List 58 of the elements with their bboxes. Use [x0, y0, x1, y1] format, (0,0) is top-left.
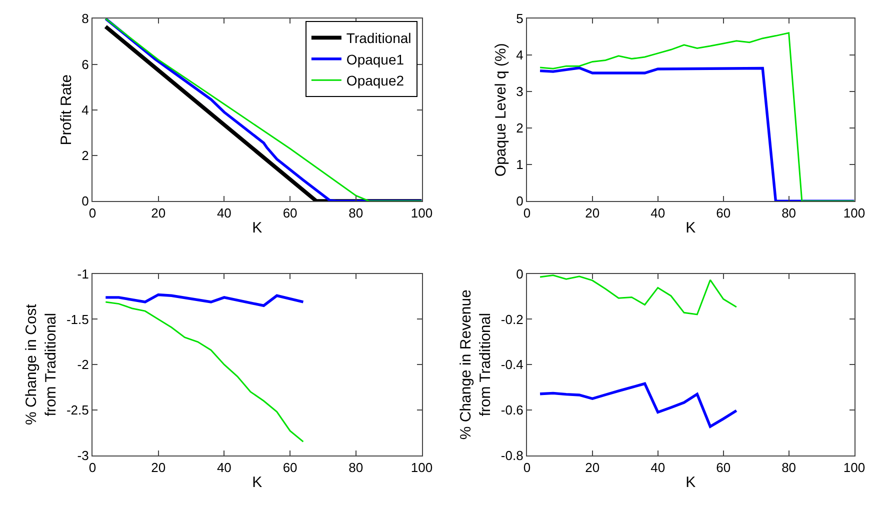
line-series — [104, 293, 305, 307]
x-tick-label: 40 — [216, 460, 232, 475]
x-tick-label: 40 — [216, 206, 232, 221]
line-series — [104, 301, 304, 442]
y-tick-label: -1.5 — [66, 312, 89, 327]
y-axis-title: Profit Rate — [58, 74, 75, 146]
y-axis-title: Opaque Level q (%) — [492, 43, 510, 177]
y-tick-label: 6 — [82, 56, 89, 72]
x-axis-title: K — [686, 220, 696, 237]
y-tick-label: -0.6 — [500, 402, 524, 418]
y-axis-title: % Change in Cost from Traditional — [23, 303, 60, 426]
x-axis-title: K — [686, 474, 696, 491]
y-axis-title: % Change in Revenue from Traditional — [458, 290, 494, 440]
x-tick-label: 20 — [151, 460, 166, 475]
x-tick-label: 60 — [716, 460, 731, 475]
y-tick-label: -3 — [77, 448, 89, 463]
line-series — [538, 382, 738, 428]
y-tick-label: -1 — [77, 266, 89, 282]
x-tick-label: 80 — [782, 206, 796, 221]
x-axis-title: K — [252, 474, 262, 491]
x-tick-label: 100 — [410, 460, 433, 475]
x-tick-label: 60 — [716, 206, 731, 221]
line-series — [538, 66, 854, 202]
x-tick-label: 20 — [585, 206, 600, 221]
x-tick-label: 80 — [348, 460, 364, 475]
y-tick-label: -0.4 — [500, 357, 524, 372]
x-tick-label: 40 — [650, 460, 666, 475]
y-tick-label: 4 — [516, 48, 524, 63]
y-tick-label: -2 — [77, 357, 89, 372]
x-tick-label: 60 — [282, 460, 298, 475]
y-tick-label: 2 — [516, 120, 524, 136]
y-tick-label: 0 — [516, 266, 524, 282]
y-tick-label: 0 — [516, 194, 524, 209]
legend-label: Opaque2 — [346, 72, 404, 89]
x-tick-label: 100 — [843, 460, 866, 475]
y-tick-label: -0.8 — [500, 448, 524, 463]
line-series — [539, 274, 738, 316]
y-tick-label: 1 — [516, 157, 524, 172]
x-tick-label: 20 — [585, 460, 600, 475]
y-tick-label: -0.2 — [500, 312, 524, 327]
x-tick-label: 100 — [843, 206, 866, 221]
x-tick-label: 100 — [410, 206, 433, 221]
y-tick-label: 3 — [516, 84, 524, 100]
legend-label: Opaque1 — [346, 51, 404, 68]
y-tick-label: 8 — [82, 11, 89, 26]
y-tick-label: -2.5 — [66, 402, 89, 418]
line-series — [539, 32, 854, 202]
x-axis-title: K — [252, 220, 262, 237]
x-tick-label: 60 — [282, 206, 298, 221]
y-tick-label: 5 — [516, 11, 524, 26]
y-tick-label: 2 — [82, 148, 89, 164]
x-tick-label: 40 — [650, 206, 666, 221]
y-tick-label: 0 — [82, 194, 89, 209]
x-tick-label: 20 — [151, 206, 166, 221]
y-tick-label: 4 — [82, 102, 89, 118]
legend-label: Traditional — [346, 30, 412, 46]
x-tick-label: 80 — [782, 460, 796, 475]
x-tick-label: 80 — [348, 206, 364, 221]
